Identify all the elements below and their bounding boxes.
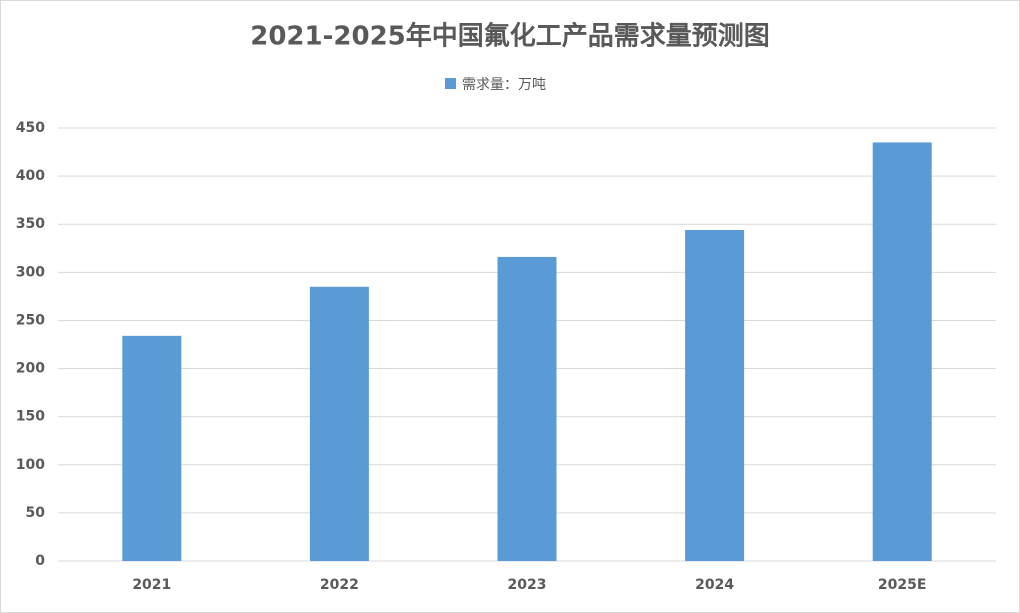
y-tick-label: 450 — [16, 120, 45, 136]
chart-title: 2021-2025年中国氟化工产品需求量预测图 — [250, 21, 770, 52]
bar — [497, 256, 557, 561]
y-tick-label: 400 — [16, 168, 45, 184]
bar — [309, 286, 369, 561]
y-tick-label: 50 — [26, 505, 46, 521]
legend-swatch — [445, 78, 456, 89]
x-tick-label: 2022 — [320, 577, 359, 593]
x-tick-label: 2024 — [695, 577, 734, 593]
y-tick-label: 350 — [16, 216, 45, 232]
y-tick-label: 0 — [35, 553, 45, 569]
y-tick-label: 200 — [16, 361, 45, 377]
y-tick-label: 150 — [16, 409, 45, 425]
x-tick-label: 2023 — [508, 577, 547, 593]
y-tick-label: 250 — [16, 312, 45, 328]
x-tick-label: 2021 — [132, 577, 171, 593]
x-tick-label: 2025E — [878, 577, 927, 593]
y-tick-label: 100 — [16, 457, 45, 473]
bar — [872, 142, 932, 561]
y-tick-label: 300 — [16, 264, 45, 280]
bar — [122, 335, 182, 561]
legend-label: 需求量：万吨 — [462, 77, 546, 93]
bar — [685, 229, 745, 562]
